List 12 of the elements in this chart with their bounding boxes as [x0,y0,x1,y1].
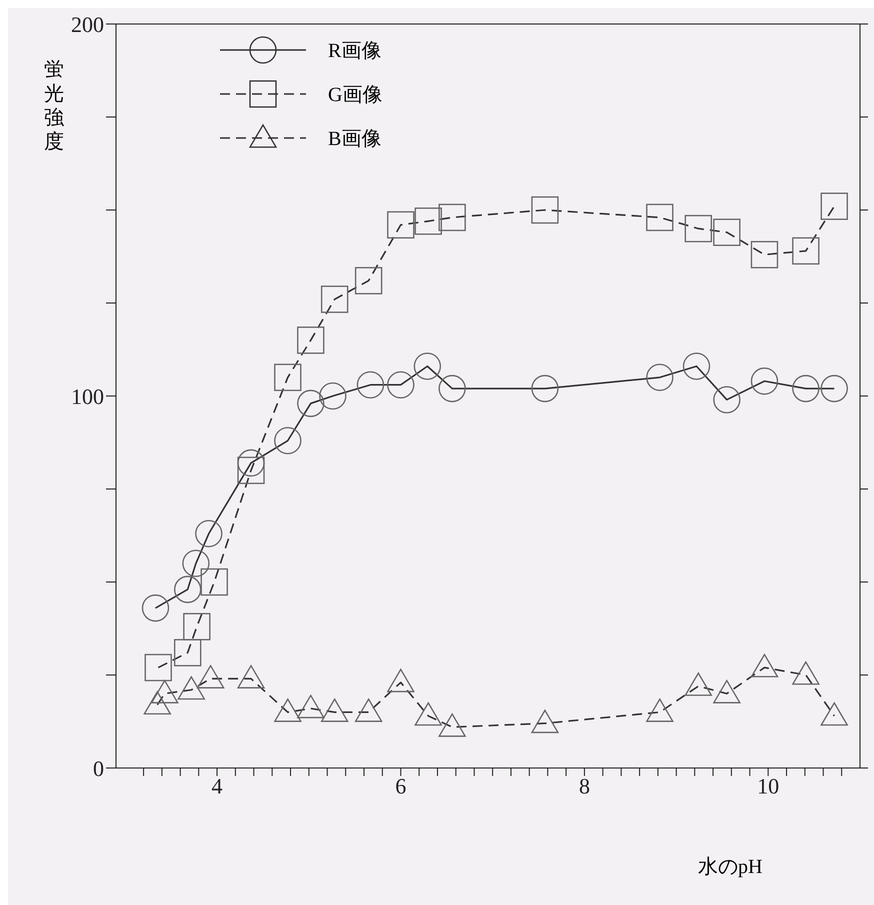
y-tick-label: 200 [71,12,104,37]
legend-label: R画像 [328,38,382,64]
x-axis-title: 水のpH [698,855,762,880]
x-tick-label: 4 [212,774,223,799]
legend-label: G画像 [328,82,382,108]
x-tick-label: 10 [757,774,780,799]
x-tick-label: 6 [395,774,406,799]
y-tick-label: 100 [71,384,104,409]
y-tick-label: 0 [93,756,104,781]
y-axis-title: 蛍光強度 [43,58,65,154]
legend-label: B画像 [328,126,382,152]
x-tick-label: 8 [578,774,590,799]
